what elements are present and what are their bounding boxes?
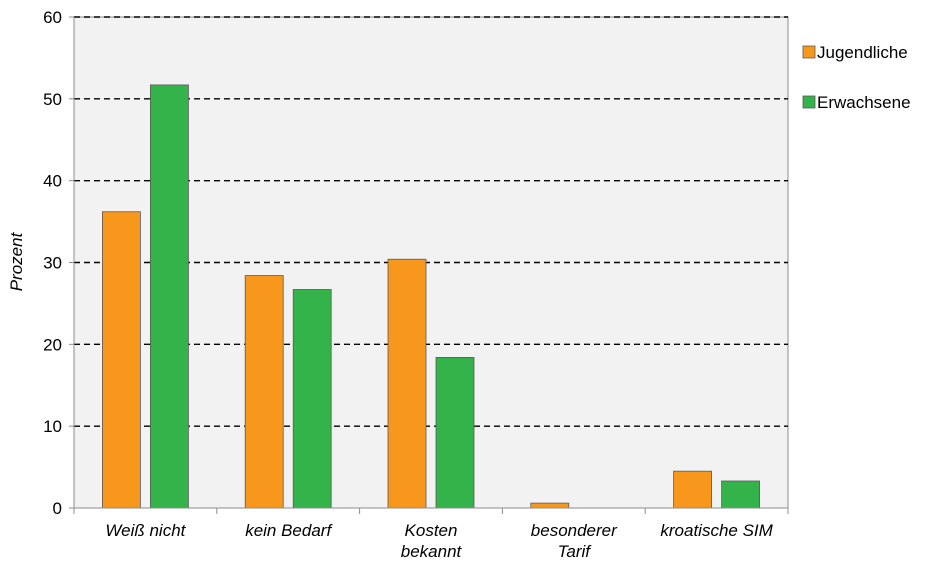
y-tick-label: 10 — [43, 417, 62, 436]
x-tick-label: Kosten bekannt — [401, 521, 463, 561]
x-tick-label: kroatische SIM — [660, 521, 773, 540]
bar-erwachsene — [149, 84, 189, 509]
legend-label-jugendliche: Jugendliche — [817, 43, 908, 62]
y-tick-label: 60 — [43, 8, 62, 27]
bar-erwachsene — [721, 480, 760, 509]
x-tick-label: Weiß nicht — [105, 521, 186, 540]
bars — [102, 84, 760, 509]
x-axis-labels: Weiß nicht kein Bedarf Kosten bekannt besond… — [73, 508, 789, 561]
bar-erwachsene — [435, 357, 475, 509]
y-tick-label: 50 — [43, 90, 62, 109]
legend-swatch-erwachsene — [802, 95, 816, 109]
x-tick-label: kein Bedarf — [245, 521, 333, 540]
legend: Jugendliche Erwachsene — [802, 43, 911, 112]
legend-swatch-jugendliche — [802, 45, 816, 59]
x-tick-label: besonderer Tarif — [531, 521, 618, 561]
bar-erwachsene — [292, 289, 332, 509]
bar-jugendliche — [244, 275, 284, 509]
bar-jugendliche — [673, 470, 712, 509]
bar-jugendliche — [387, 258, 427, 509]
y-axis-ticks: 0 10 20 30 40 50 60 — [43, 8, 74, 518]
y-axis-title: Prozent — [7, 231, 26, 291]
y-tick-label: 20 — [43, 335, 62, 354]
y-tick-label: 0 — [53, 499, 62, 518]
gridlines — [74, 16, 788, 427]
bar-jugendliche — [102, 211, 141, 509]
legend-label-erwachsene: Erwachsene — [817, 93, 911, 112]
y-tick-label: 40 — [43, 172, 62, 191]
y-tick-label: 30 — [43, 254, 62, 273]
bar-jugendliche — [530, 502, 570, 509]
